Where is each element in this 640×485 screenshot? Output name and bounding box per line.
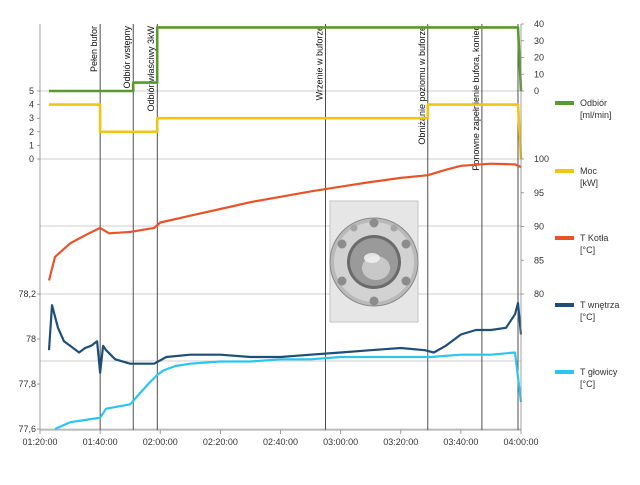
series-line-0 xyxy=(49,26,523,93)
tick-label-left_top-3: 3 xyxy=(29,113,34,123)
axis-layer: 0 1 2 3 4 5 77,6 77,8 78 78,2 0 10 20 30 40 80 85 90 95 100… xyxy=(18,19,549,447)
tick-label-left_top-5: 5 xyxy=(29,86,34,96)
event-label-2: Odbiór właściwy 3kW xyxy=(146,26,156,112)
tick-label-right_top-0: 0 xyxy=(534,86,539,96)
tick-label-left_bottom-2: 78 xyxy=(26,334,36,344)
tick-label-right_middle-0: 80 xyxy=(534,289,544,299)
legend-name-3: T wnętrza xyxy=(580,300,619,310)
tick-label-left_bottom-1: 77,8 xyxy=(18,379,36,389)
tick-label-left_top-1: 1 xyxy=(29,140,34,150)
tick-label-right_top-2: 20 xyxy=(534,53,544,63)
x-tick-label-7: 03:40:00 xyxy=(443,437,478,447)
tick-label-left_bottom-3: 78,2 xyxy=(18,289,36,299)
tick-label-left_top-0: 0 xyxy=(29,154,34,164)
tick-label-left_top-4: 4 xyxy=(29,100,34,110)
event-label-1: Odbiór wstępny xyxy=(122,26,132,89)
x-tick-label-5: 03:00:00 xyxy=(323,437,358,447)
series-line-1 xyxy=(49,103,523,160)
event-label-5: Ponowne zapełnienie bufora, koniec xyxy=(471,26,481,171)
x-tick-label-3: 02:20:00 xyxy=(203,437,238,447)
tick-label-right_middle-2: 90 xyxy=(534,222,544,232)
legend-unit-2: [°C] xyxy=(580,245,595,255)
x-tick-label-4: 02:40:00 xyxy=(263,437,298,447)
legend-name-1: Moc xyxy=(580,166,598,176)
series-line-3 xyxy=(47,301,523,374)
event-label-4: Obniżanie poziomu w buforze xyxy=(417,26,427,145)
series-line-4 xyxy=(54,351,523,431)
tick-label-right_top-4: 40 xyxy=(534,19,544,29)
event-label-0: Pełen bufor xyxy=(89,26,99,72)
tick-label-right_middle-1: 85 xyxy=(534,255,544,265)
legend-layer: Odbiór [ml/min] Moc [kW] T Kotła [°C] T wnętrz… xyxy=(555,98,619,389)
legend-unit-0: [ml/min] xyxy=(580,110,612,120)
legend-name-2: T Kotła xyxy=(580,233,608,243)
x-tick-label-2: 02:00:00 xyxy=(143,437,178,447)
x-tick-label-0: 01:20:00 xyxy=(22,437,57,447)
legend-unit-1: [kW] xyxy=(580,178,598,188)
series-layer xyxy=(47,26,523,431)
tick-label-right_middle-4: 100 xyxy=(534,154,549,164)
tick-label-right_top-3: 30 xyxy=(534,36,544,46)
legend-unit-4: [°C] xyxy=(580,379,595,389)
sight-glass-photo xyxy=(329,200,419,323)
x-tick-label-1: 01:40:00 xyxy=(83,437,118,447)
legend-name-4: T głowicy xyxy=(580,367,618,377)
tick-label-right_top-1: 10 xyxy=(534,69,544,79)
x-tick-label-8: 04:00:00 xyxy=(503,437,538,447)
legend-name-0: Odbiór xyxy=(580,98,607,108)
tick-label-right_middle-3: 95 xyxy=(534,188,544,198)
x-tick-label-6: 03:20:00 xyxy=(383,437,418,447)
tick-label-left_top-2: 2 xyxy=(29,127,34,137)
tick-label-left_bottom-0: 77,6 xyxy=(18,424,36,434)
legend-unit-3: [°C] xyxy=(580,312,595,322)
event-label-3: Wrzenie w buforze xyxy=(315,26,325,100)
series-line-2 xyxy=(47,162,522,281)
